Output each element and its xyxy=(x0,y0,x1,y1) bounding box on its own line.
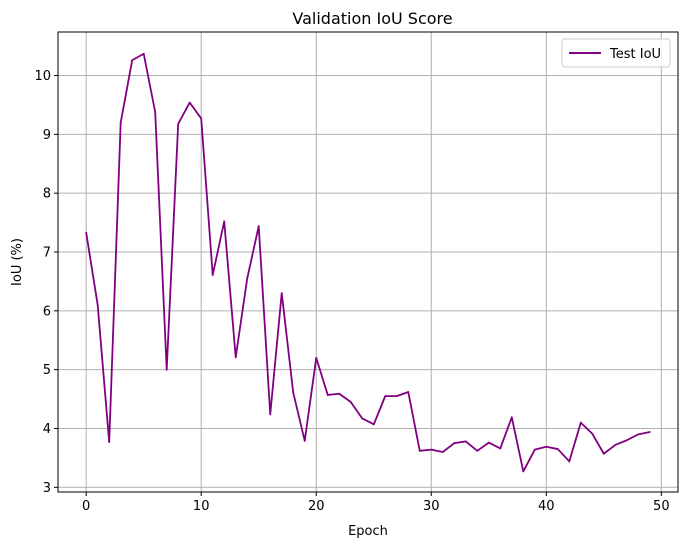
data-point xyxy=(154,111,157,113)
data-point xyxy=(338,392,341,395)
series-layer xyxy=(85,52,651,473)
data-point xyxy=(545,445,548,448)
data-point xyxy=(85,231,88,234)
data-point xyxy=(211,274,214,276)
data-point xyxy=(602,452,605,455)
data-point xyxy=(637,433,640,436)
y-tick-label: 8 xyxy=(43,187,51,202)
data-point xyxy=(269,413,272,416)
data-point xyxy=(165,368,168,371)
y-tick-label: 9 xyxy=(43,128,51,143)
data-point xyxy=(315,356,318,359)
data-point xyxy=(96,304,99,306)
data-point xyxy=(407,391,410,393)
data-point xyxy=(234,356,237,359)
data-point xyxy=(464,440,467,443)
data-point xyxy=(280,292,283,295)
y-tick-label: 7 xyxy=(43,246,51,261)
data-point xyxy=(648,431,651,433)
y-tick-label: 6 xyxy=(43,304,51,319)
data-point xyxy=(510,416,513,419)
data-point xyxy=(430,448,433,451)
x-axis-label: Epoch xyxy=(348,524,388,539)
data-point xyxy=(533,448,536,451)
y-tick-label: 3 xyxy=(43,481,51,496)
series-line-0 xyxy=(85,52,651,473)
data-point xyxy=(223,220,226,223)
data-point xyxy=(119,121,122,124)
data-point xyxy=(177,122,180,125)
x-tick-label: 20 xyxy=(308,499,325,514)
data-point xyxy=(487,441,490,444)
y-axis-label: IoU (%) xyxy=(10,238,25,286)
data-point xyxy=(246,277,249,280)
data-point xyxy=(303,439,306,442)
data-point xyxy=(522,470,525,473)
data-point xyxy=(361,417,364,420)
x-tick-label: 10 xyxy=(193,499,210,514)
y-tick-label: 5 xyxy=(43,363,51,378)
y-axis: 3 4 5 6 7 8 9 10 xyxy=(34,69,58,496)
x-axis: 0 10 20 30 40 50 xyxy=(82,492,670,514)
data-point xyxy=(292,391,295,394)
data-point xyxy=(499,447,502,450)
data-point xyxy=(142,52,145,55)
data-point xyxy=(556,448,559,450)
data-point xyxy=(591,432,594,435)
legend: Test IoU xyxy=(561,38,671,68)
data-point xyxy=(188,101,191,104)
data-point xyxy=(257,225,260,228)
data-point xyxy=(579,421,582,424)
data-point xyxy=(568,460,571,463)
chart-title: Validation IoU Score xyxy=(292,9,452,28)
plot-frame xyxy=(57,31,679,493)
x-tick-label: 50 xyxy=(653,499,670,514)
data-point xyxy=(200,117,203,120)
data-point xyxy=(476,449,479,452)
legend-box xyxy=(561,38,671,68)
data-point xyxy=(372,423,375,426)
x-tick-label: 0 xyxy=(82,499,90,514)
y-tick-label: 4 xyxy=(43,422,51,437)
data-point xyxy=(418,449,421,452)
data-point xyxy=(326,394,329,396)
data-point xyxy=(625,439,628,442)
data-point xyxy=(453,442,456,445)
data-point xyxy=(108,441,111,443)
legend-label: Test IoU xyxy=(609,47,661,62)
data-point xyxy=(441,451,444,453)
data-point xyxy=(349,401,352,403)
data-point xyxy=(131,59,134,62)
x-tick-label: 40 xyxy=(538,499,555,514)
data-point xyxy=(384,395,387,398)
data-point xyxy=(395,395,398,398)
y-tick-label: 10 xyxy=(34,69,51,84)
data-point xyxy=(614,444,617,446)
x-tick-label: 30 xyxy=(423,499,440,514)
